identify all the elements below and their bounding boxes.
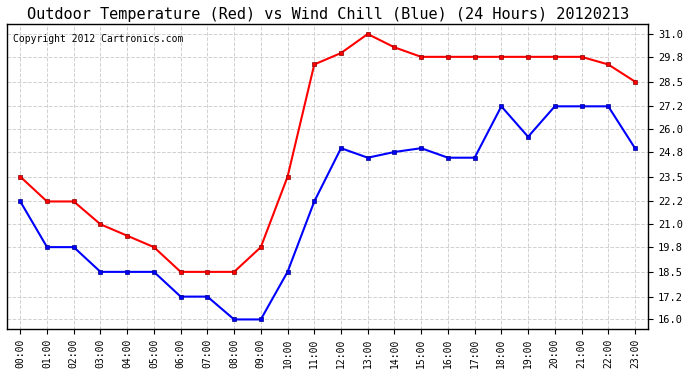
Text: Copyright 2012 Cartronics.com: Copyright 2012 Cartronics.com [13,34,184,44]
Title: Outdoor Temperature (Red) vs Wind Chill (Blue) (24 Hours) 20120213: Outdoor Temperature (Red) vs Wind Chill … [26,7,629,22]
